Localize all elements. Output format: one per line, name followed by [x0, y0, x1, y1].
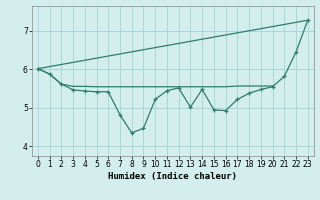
X-axis label: Humidex (Indice chaleur): Humidex (Indice chaleur): [108, 172, 237, 181]
